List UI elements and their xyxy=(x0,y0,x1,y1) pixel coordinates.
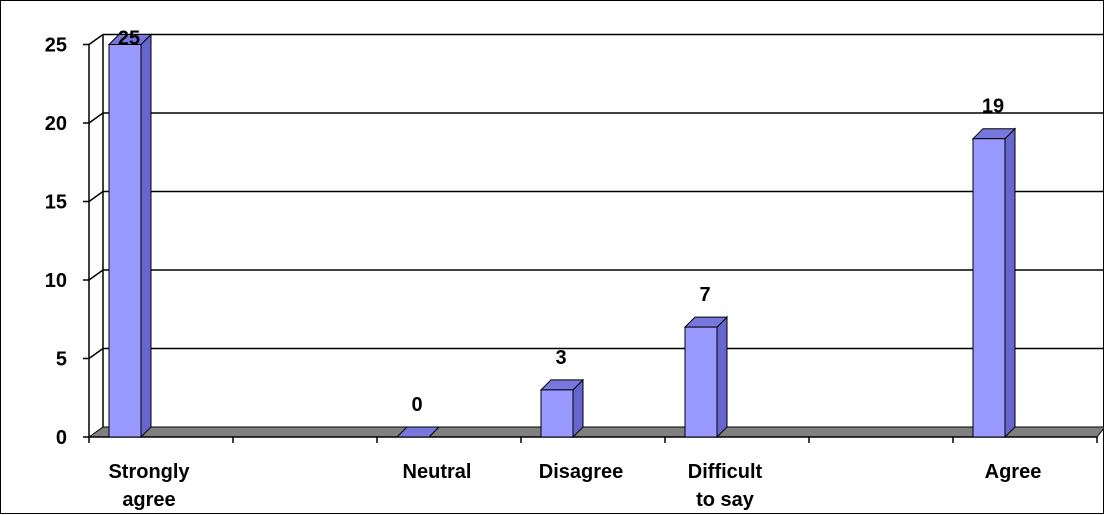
x-tick-label: Neutral xyxy=(403,461,472,483)
y-tick-label: 20 xyxy=(45,113,67,135)
bar xyxy=(540,389,574,438)
gridline-side xyxy=(88,190,104,203)
x-tick-label: Agree xyxy=(985,461,1042,483)
bar-side xyxy=(1004,127,1016,439)
gridline-side xyxy=(88,112,104,124)
bar-side xyxy=(716,315,728,439)
y-tick-label: 15 xyxy=(45,192,67,214)
x-tick-label: Disagree xyxy=(539,461,624,483)
chart-floor xyxy=(87,426,1104,438)
y-tick-label: 0 xyxy=(56,427,67,449)
data-label: 19 xyxy=(982,96,1004,118)
x-tick-label: agree xyxy=(122,489,175,511)
gridline-side xyxy=(88,269,104,281)
bar xyxy=(108,44,142,438)
x-tick-label: Strongly xyxy=(108,461,190,483)
data-label: 0 xyxy=(411,394,422,416)
data-label: 25 xyxy=(118,28,140,50)
y-tick-label: 10 xyxy=(45,270,67,292)
bar xyxy=(972,138,1006,438)
bar xyxy=(684,326,718,438)
y-tick-label: 5 xyxy=(56,349,67,371)
gridline-side xyxy=(88,33,104,46)
data-label: 7 xyxy=(699,284,710,306)
x-tick-label: Difficult xyxy=(688,461,763,483)
bar-side xyxy=(140,33,152,439)
y-tick-label: 25 xyxy=(45,35,67,57)
bar-top xyxy=(395,426,441,438)
x-tick-label: to say xyxy=(696,489,755,511)
gridline-side xyxy=(88,347,104,360)
data-label: 3 xyxy=(555,347,566,369)
